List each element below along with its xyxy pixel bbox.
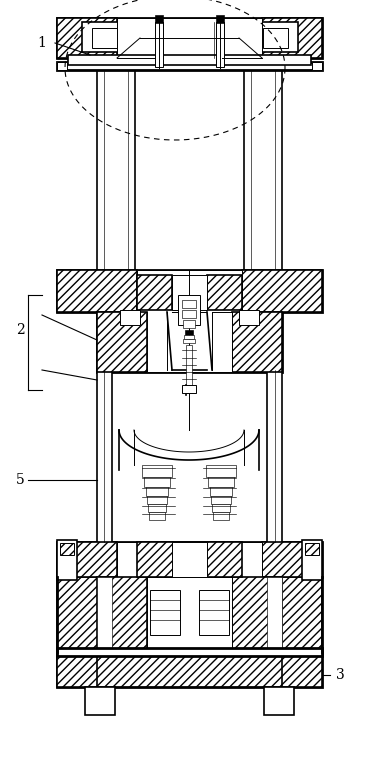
Bar <box>137 270 242 312</box>
Bar <box>213 512 229 520</box>
Bar <box>262 542 322 577</box>
Bar <box>57 542 117 577</box>
Bar <box>183 320 195 328</box>
Bar <box>305 543 319 555</box>
Bar <box>57 577 99 652</box>
Bar <box>144 477 170 487</box>
Bar <box>97 312 147 372</box>
Bar <box>85 687 115 715</box>
Bar <box>82 22 127 52</box>
Bar <box>216 22 224 67</box>
Bar <box>117 542 262 577</box>
Polygon shape <box>207 312 232 370</box>
Bar <box>280 577 322 652</box>
Text: 2: 2 <box>16 323 24 337</box>
Bar <box>178 295 200 325</box>
Bar <box>186 345 192 385</box>
Bar <box>263 28 288 48</box>
Bar <box>184 335 194 339</box>
Bar <box>155 15 163 23</box>
Bar <box>182 300 196 308</box>
Bar <box>212 504 230 512</box>
Bar <box>211 496 231 504</box>
Bar <box>57 542 322 577</box>
Bar <box>137 542 242 577</box>
Bar <box>312 62 322 70</box>
Bar <box>147 577 232 652</box>
Bar <box>150 590 180 635</box>
Bar <box>172 542 207 577</box>
Bar <box>68 55 311 65</box>
Bar <box>57 18 322 58</box>
Bar <box>264 687 294 715</box>
Bar <box>92 28 117 48</box>
Bar <box>302 540 322 580</box>
Bar <box>97 577 112 652</box>
Bar <box>57 652 97 687</box>
Bar <box>147 496 167 504</box>
Bar <box>97 577 147 652</box>
Bar <box>207 275 242 310</box>
Text: 3: 3 <box>336 668 344 682</box>
Bar <box>57 648 322 656</box>
Bar <box>267 577 282 652</box>
Bar <box>148 504 166 512</box>
Bar <box>137 275 172 310</box>
Bar <box>210 487 232 496</box>
Bar <box>185 330 193 335</box>
Bar <box>206 465 236 477</box>
Bar <box>97 370 112 545</box>
Bar <box>253 22 298 52</box>
Bar <box>57 18 117 58</box>
Bar <box>120 310 140 325</box>
Polygon shape <box>147 312 172 370</box>
Bar <box>208 477 234 487</box>
Text: 1: 1 <box>38 36 46 50</box>
Bar <box>282 652 322 687</box>
Bar <box>199 590 229 635</box>
Bar <box>57 62 67 70</box>
Bar <box>149 512 165 520</box>
Bar <box>97 312 282 372</box>
Bar <box>146 487 168 496</box>
Bar <box>262 18 322 58</box>
Bar <box>267 370 282 545</box>
Bar <box>142 465 172 477</box>
Bar <box>97 577 282 652</box>
Bar <box>216 15 224 23</box>
Bar <box>242 270 322 312</box>
Bar <box>183 339 195 343</box>
Bar <box>57 62 322 70</box>
Bar <box>57 270 137 312</box>
Bar <box>232 312 282 372</box>
Bar <box>182 385 196 393</box>
Bar <box>244 70 282 275</box>
Bar <box>57 540 77 580</box>
Text: 5: 5 <box>16 473 24 487</box>
Bar <box>57 652 322 687</box>
Bar <box>147 312 232 372</box>
Bar <box>172 275 207 310</box>
Bar <box>239 310 259 325</box>
Bar <box>182 310 196 318</box>
Bar <box>97 70 135 275</box>
Bar <box>117 18 262 58</box>
Bar <box>60 543 74 555</box>
Bar <box>57 270 322 312</box>
Bar <box>155 22 163 67</box>
Bar <box>232 577 282 652</box>
